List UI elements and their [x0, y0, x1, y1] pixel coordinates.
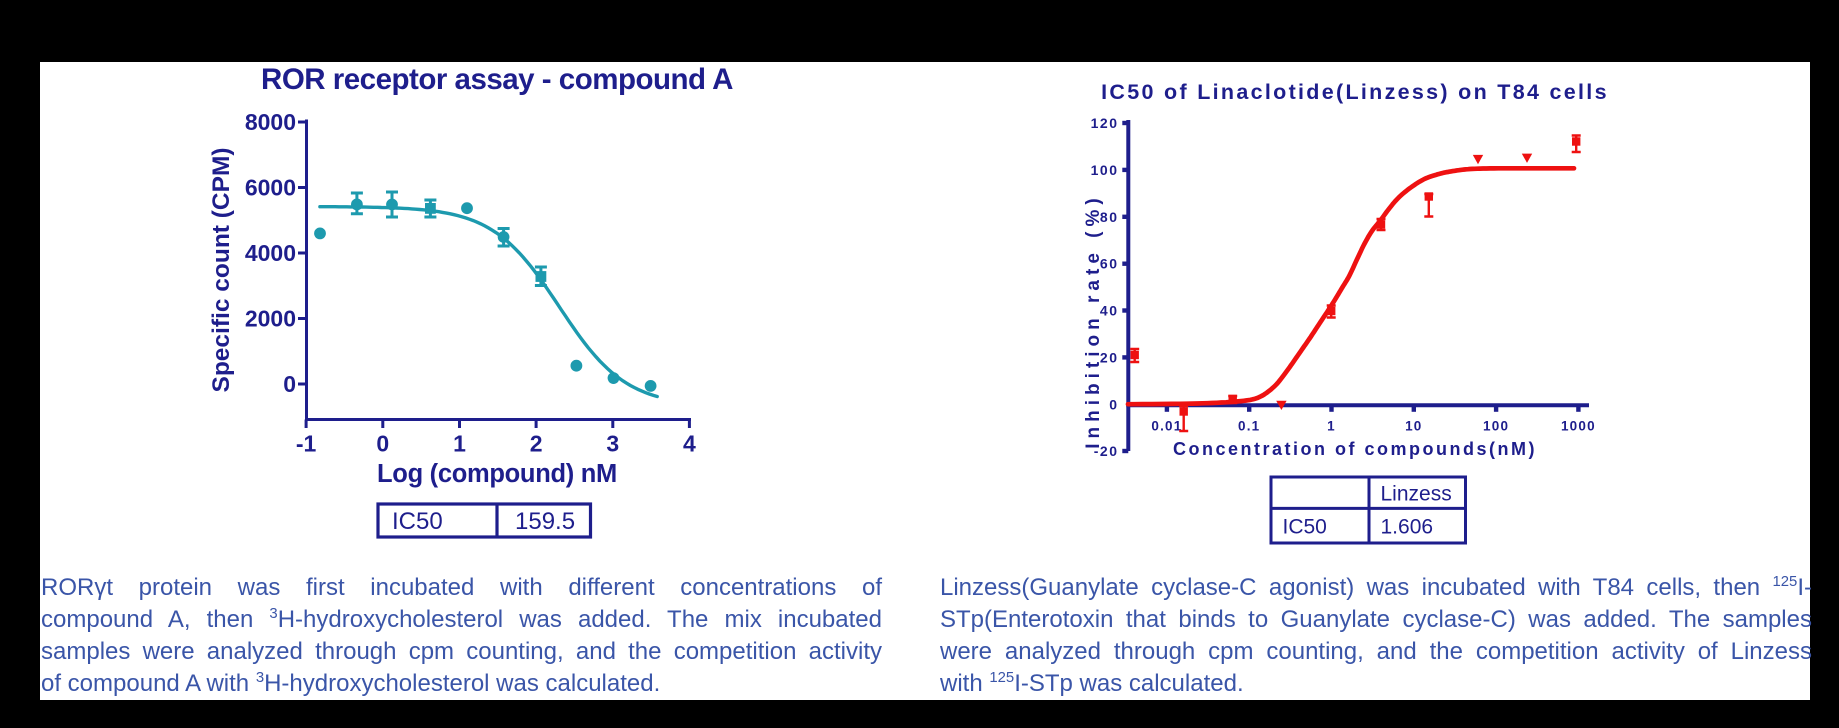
svg-text:100: 100 — [1483, 419, 1509, 434]
svg-text:1000: 1000 — [1561, 419, 1596, 434]
svg-text:Concentration of compounds(nM): Concentration of compounds(nM) — [1173, 439, 1537, 459]
svg-text:-1: -1 — [296, 431, 317, 457]
svg-text:Log (compound) nM: Log (compound) nM — [377, 460, 617, 488]
svg-text:4: 4 — [683, 431, 696, 457]
svg-text:0: 0 — [283, 371, 296, 397]
svg-text:0.01: 0.01 — [1151, 419, 1182, 434]
svg-text:100: 100 — [1091, 162, 1119, 178]
svg-text:0.1: 0.1 — [1238, 419, 1260, 434]
svg-text:120: 120 — [1091, 115, 1119, 131]
svg-text:Specific count (CPM): Specific count (CPM) — [208, 147, 235, 392]
svg-text:3: 3 — [606, 431, 619, 457]
svg-text:IC50 of Linaclotide(Linzess): IC50 of Linaclotide(Linzess) on T84 cell… — [1101, 80, 1609, 104]
svg-text:Inhibition rate (%): Inhibition rate (%) — [1083, 193, 1104, 448]
svg-text:40: 40 — [1100, 303, 1119, 319]
svg-text:Linzess: Linzess — [1381, 483, 1452, 506]
svg-text:1: 1 — [453, 431, 466, 457]
svg-text:20: 20 — [1100, 349, 1119, 365]
svg-text:0: 0 — [1109, 396, 1118, 412]
svg-text:2000: 2000 — [245, 306, 296, 332]
svg-text:1.606: 1.606 — [1381, 516, 1434, 539]
svg-text:IC50: IC50 — [1283, 516, 1327, 539]
svg-text:60: 60 — [1100, 256, 1119, 272]
svg-text:0: 0 — [376, 431, 389, 457]
svg-text:10: 10 — [1405, 419, 1422, 434]
svg-text:8000: 8000 — [245, 109, 296, 135]
svg-text:-20: -20 — [1094, 443, 1119, 459]
svg-text:IC50: IC50 — [392, 508, 443, 535]
svg-text:159.5: 159.5 — [515, 508, 575, 535]
svg-text:6000: 6000 — [245, 175, 296, 201]
svg-text:80: 80 — [1100, 209, 1119, 225]
svg-text:1: 1 — [1327, 419, 1336, 434]
svg-text:ROR receptor assay - compound: ROR receptor assay - compound A — [261, 63, 733, 96]
svg-text:4000: 4000 — [245, 240, 296, 266]
svg-text:2: 2 — [530, 431, 543, 457]
